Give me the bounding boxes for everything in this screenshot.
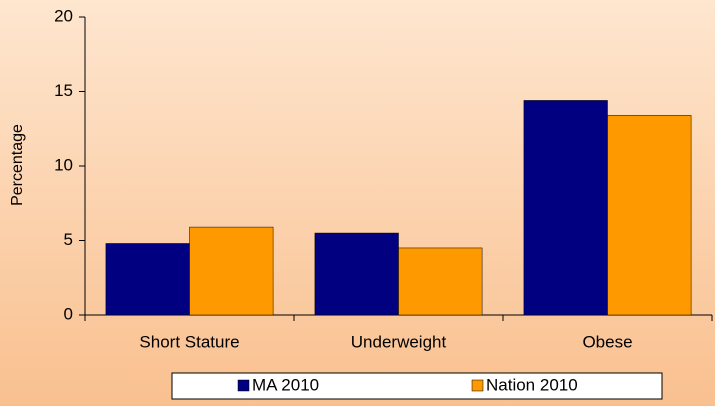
- bar: [523, 100, 608, 316]
- y-tick-label: 5: [64, 230, 73, 249]
- y-tick-label: 20: [54, 6, 73, 25]
- y-axis-label: Percentage: [9, 124, 26, 206]
- x-tick-label: Obese: [582, 332, 632, 351]
- y-tick-label: 10: [54, 155, 73, 174]
- bar: [314, 232, 399, 316]
- x-tick-label: Short Stature: [139, 332, 239, 351]
- y-tick-label: 15: [54, 81, 73, 100]
- legend: [171, 372, 663, 400]
- bar: [105, 243, 190, 316]
- bar: [189, 226, 274, 316]
- bar: [607, 115, 692, 316]
- bar: [398, 247, 483, 316]
- x-tick-label: Underweight: [351, 332, 447, 351]
- legend-swatch: [237, 379, 250, 392]
- y-tick-label: 0: [64, 304, 73, 323]
- legend-label: MA 2010: [252, 375, 319, 394]
- legend-swatch: [471, 379, 484, 392]
- legend-label: Nation 2010: [486, 375, 578, 394]
